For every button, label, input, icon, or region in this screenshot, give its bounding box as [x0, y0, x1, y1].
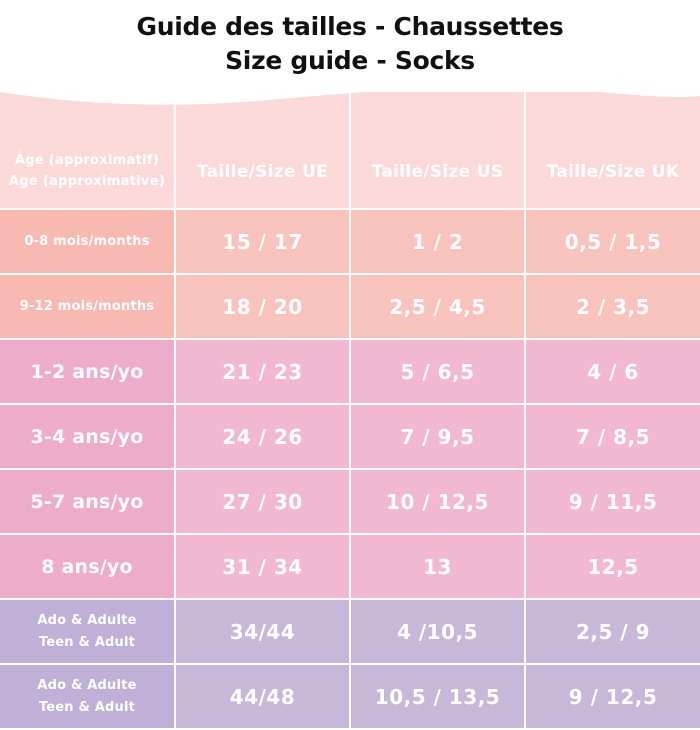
table-row: 9-12 mois/months 18 / 20 2,5 / 4,5 2 / 3… [0, 274, 700, 340]
age-cell: Ado & Adulte Teen & Adult [0, 664, 176, 730]
eu-cell: 24 / 26 [175, 404, 351, 470]
uk-cell: 9 / 11,5 [525, 469, 700, 535]
age-cell: 8 ans/yo [0, 534, 176, 600]
age-fr: Ado & Adulte [37, 677, 137, 693]
header-eu: Taille/Size UE [175, 92, 351, 210]
header-age: Âge (approximatif) Age (approximative) [0, 92, 176, 210]
us-cell: 2,5 / 4,5 [350, 274, 526, 340]
us-cell: 5 / 6,5 [350, 339, 526, 405]
table-row: 0-8 mois/months 15 / 17 1 / 2 0,5 / 1,5 [0, 209, 700, 275]
age-cell: 0-8 mois/months [0, 209, 176, 275]
uk-cell: 9 / 12,5 [525, 664, 700, 730]
eu-cell: 31 / 34 [175, 534, 351, 600]
eu-cell: 27 / 30 [175, 469, 351, 535]
age-fr: Ado & Adulte [37, 612, 137, 628]
age-cell: 3-4 ans/yo [0, 404, 176, 470]
size-table: Âge (approximatif) Age (approximative) T… [0, 92, 700, 730]
age-cell: 5-7 ans/yo [0, 469, 176, 535]
table-row: Ado & Adulte Teen & Adult 34/44 4 /10,5 … [0, 599, 700, 665]
header-age-en: Age (approximative) [8, 174, 166, 189]
us-cell: 13 [350, 534, 526, 600]
age-cell: 9-12 mois/months [0, 274, 176, 340]
age-cell: 1-2 ans/yo [0, 339, 176, 405]
us-cell: 7 / 9,5 [350, 404, 526, 470]
header-age-fr: Âge (approximatif) [14, 153, 160, 168]
uk-cell: 0,5 / 1,5 [525, 209, 700, 275]
title-line-en: Size guide - Socks [225, 46, 475, 75]
table-row: 3-4 ans/yo 24 / 26 7 / 9,5 7 / 8,5 [0, 404, 700, 470]
us-cell: 4 /10,5 [350, 599, 526, 665]
uk-cell: 4 / 6 [525, 339, 700, 405]
table-row: 5-7 ans/yo 27 / 30 10 / 12,5 9 / 11,5 [0, 469, 700, 535]
uk-cell: 12,5 [525, 534, 700, 600]
age-en: Teen & Adult [38, 634, 136, 650]
age-cell: Ado & Adulte Teen & Adult [0, 599, 176, 665]
eu-cell: 44/48 [175, 664, 351, 730]
header-us: Taille/Size US [350, 92, 526, 210]
eu-cell: 34/44 [175, 599, 351, 665]
header-row: Âge (approximatif) Age (approximative) T… [0, 92, 700, 210]
wavy-header-edge [0, 80, 700, 105]
page-title: Guide des tailles - Chaussettes Size gui… [0, 10, 700, 78]
title-line-fr: Guide des tailles - Chaussettes [136, 12, 564, 41]
table-row: Ado & Adulte Teen & Adult 44/48 10,5 / 1… [0, 664, 700, 730]
us-cell: 10,5 / 13,5 [350, 664, 526, 730]
us-cell: 10 / 12,5 [350, 469, 526, 535]
eu-cell: 21 / 23 [175, 339, 351, 405]
us-cell: 1 / 2 [350, 209, 526, 275]
uk-cell: 2 / 3,5 [525, 274, 700, 340]
eu-cell: 15 / 17 [175, 209, 351, 275]
uk-cell: 7 / 8,5 [525, 404, 700, 470]
table-row: 1-2 ans/yo 21 / 23 5 / 6,5 4 / 6 [0, 339, 700, 405]
table-row: 8 ans/yo 31 / 34 13 12,5 [0, 534, 700, 600]
uk-cell: 2,5 / 9 [525, 599, 700, 665]
header-uk: Taille/Size UK [525, 92, 700, 210]
eu-cell: 18 / 20 [175, 274, 351, 340]
